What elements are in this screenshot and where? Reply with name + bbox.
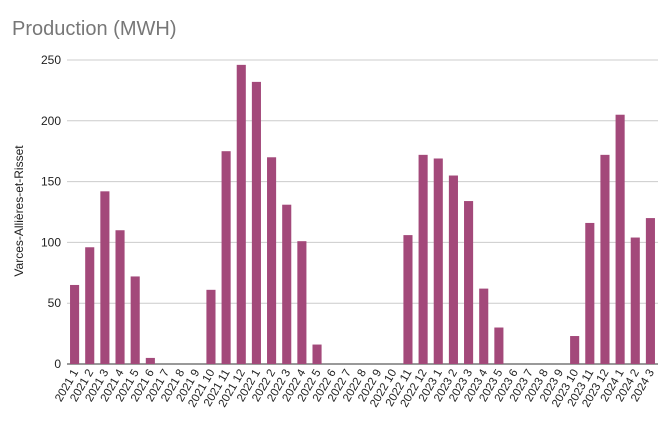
y-axis-label: Varces-Allières-et-Risset xyxy=(12,145,26,277)
y-tick-label: 200 xyxy=(41,114,61,128)
y-axis-ticks: 0 50 100 150 200 250 xyxy=(41,53,61,371)
bars xyxy=(70,64,655,364)
bar xyxy=(630,237,640,364)
bar xyxy=(70,284,80,364)
bar xyxy=(600,154,610,364)
bar xyxy=(100,191,110,364)
bar xyxy=(206,289,216,364)
bar xyxy=(464,201,474,364)
bar xyxy=(615,114,625,364)
bar xyxy=(645,218,655,364)
bar xyxy=(85,247,95,364)
bar xyxy=(585,222,595,364)
bar xyxy=(312,344,322,364)
bar xyxy=(251,81,261,364)
y-tick-label: 150 xyxy=(41,175,61,189)
bar xyxy=(570,336,580,364)
bar xyxy=(433,158,443,364)
y-tick-label: 100 xyxy=(41,235,61,249)
bar xyxy=(282,204,292,364)
bar xyxy=(418,154,428,364)
bar xyxy=(236,64,246,364)
y-tick-label: 50 xyxy=(48,296,62,310)
bar xyxy=(130,276,140,364)
bar xyxy=(221,151,231,364)
bar xyxy=(494,327,504,364)
bar xyxy=(115,230,125,364)
y-tick-label: 250 xyxy=(41,53,61,67)
bar xyxy=(297,241,307,364)
bar xyxy=(448,175,458,364)
gridlines xyxy=(67,59,658,365)
bar xyxy=(479,288,489,364)
bar xyxy=(403,235,413,364)
chart-title: Production (MWH) xyxy=(12,18,177,40)
bar xyxy=(267,157,277,364)
y-tick-label: 0 xyxy=(54,357,61,371)
bar xyxy=(145,357,155,364)
